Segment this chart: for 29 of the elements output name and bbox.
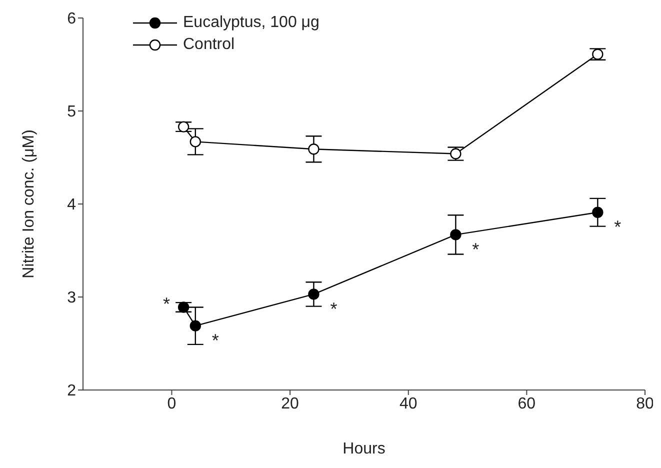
point	[450, 229, 462, 240]
x-axis-title: Hours	[342, 440, 386, 458]
y-tick-label: 4	[67, 196, 76, 214]
x-tick-label: 20	[281, 395, 300, 412]
annotation: *	[330, 298, 338, 319]
y-tick-label: 6	[67, 10, 76, 28]
x-tick-label: 60	[518, 395, 536, 412]
y-axis-title: Nitrite Ion conc. (μM)	[20, 130, 38, 278]
y-tick-label: 2	[67, 382, 76, 400]
point	[178, 302, 190, 313]
point	[308, 288, 320, 300]
point	[178, 121, 190, 132]
annotation: *	[212, 330, 219, 351]
x-tick-label: 0	[167, 395, 176, 412]
y-tick-label: 5	[67, 104, 76, 121]
x-tick-label: 80	[636, 395, 654, 412]
legend-label: Eucalyptus, 100 μg	[183, 14, 320, 32]
point	[190, 320, 201, 332]
annotation: *	[614, 217, 622, 238]
x-tick-label: 40	[399, 395, 418, 412]
point	[592, 48, 604, 60]
legend-label: Control	[183, 36, 235, 54]
point	[190, 136, 201, 148]
point	[450, 148, 462, 160]
annotation: *	[472, 239, 480, 260]
y-tick-label: 3	[67, 290, 76, 307]
point	[592, 206, 604, 218]
point	[308, 144, 320, 155]
annotation: *	[163, 294, 170, 314]
